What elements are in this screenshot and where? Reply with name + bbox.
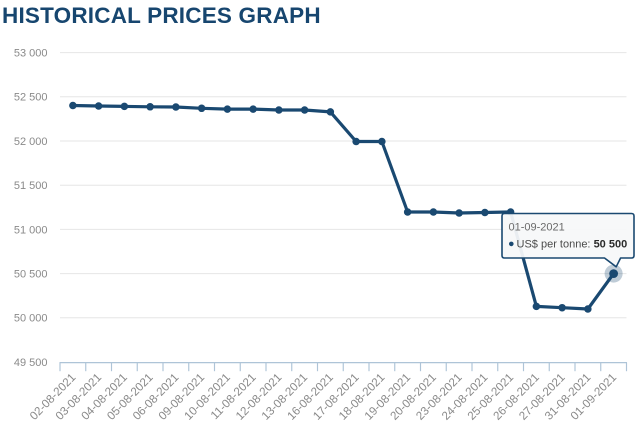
svg-text:50 500: 50 500	[14, 269, 48, 281]
svg-text:53 000: 53 000	[14, 48, 48, 60]
svg-text:51 000: 51 000	[14, 224, 48, 236]
svg-text:52 000: 52 000	[14, 136, 48, 148]
svg-text:US$ per tonne: 50 500: US$ per tonne: 50 500	[517, 239, 628, 251]
svg-text:51 500: 51 500	[14, 180, 48, 192]
svg-text:01-09-2021: 01-09-2021	[509, 222, 565, 234]
svg-text:50 000: 50 000	[14, 313, 48, 325]
svg-text:49 500: 49 500	[14, 357, 48, 369]
svg-text:52 500: 52 500	[14, 92, 48, 104]
svg-text:HISTORICAL PRICES GRAPH: HISTORICAL PRICES GRAPH	[2, 3, 321, 28]
